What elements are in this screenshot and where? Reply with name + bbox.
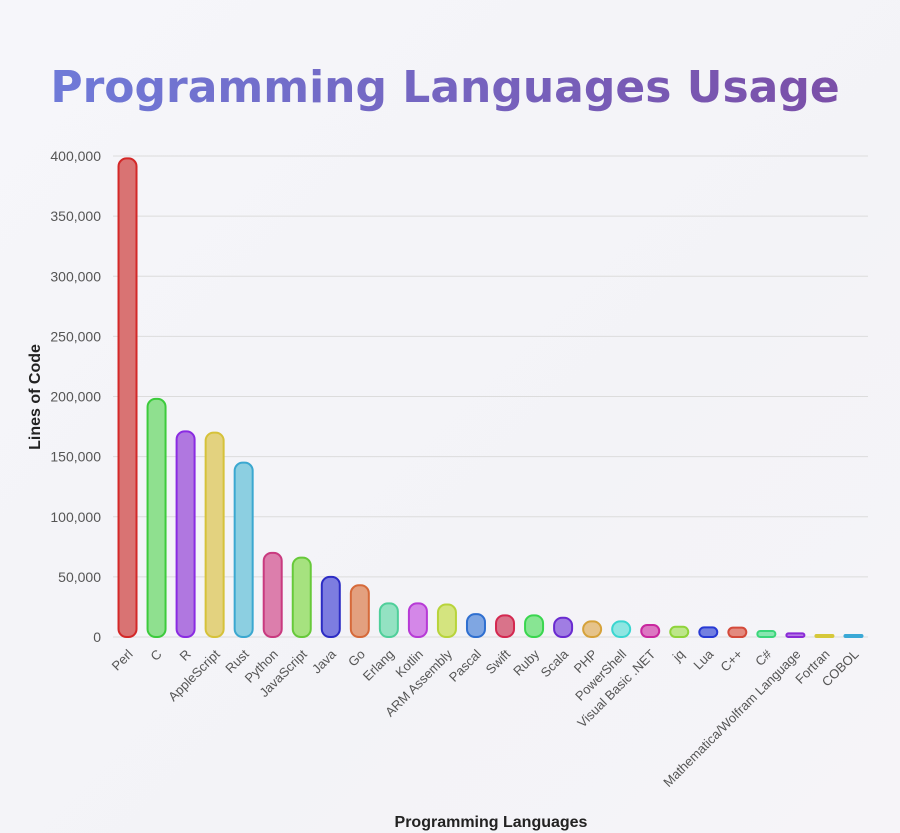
x-tick-label: Perl xyxy=(109,646,136,673)
bar-r xyxy=(175,430,196,638)
bar-arm-assembly xyxy=(436,603,457,638)
bar-cobol xyxy=(843,634,864,638)
y-tick-label: 150,000 xyxy=(50,449,101,465)
x-tick-label: Java xyxy=(309,646,340,677)
bar-scala xyxy=(553,616,574,639)
bar-applescript xyxy=(204,431,225,639)
bar-jq xyxy=(669,625,690,638)
bar-pascal xyxy=(465,613,486,639)
y-axis-ticks: 0 50,000 100,000 150,000 200,000 250,000 300,0… xyxy=(50,148,101,645)
y-tick-label: 100,000 xyxy=(50,509,101,525)
bar-perl xyxy=(117,157,138,638)
x-tick-label: Swift xyxy=(483,646,514,677)
y-tick-label: 300,000 xyxy=(50,268,101,284)
x-tick-label: Scala xyxy=(538,646,572,680)
y-tick-label: 400,000 xyxy=(50,148,101,164)
x-tick-label: C++ xyxy=(717,647,745,675)
bar-fortran xyxy=(814,634,835,638)
x-tick-label: R xyxy=(176,647,193,664)
x-tick-label: jq xyxy=(669,647,687,665)
x-tick-label: AppleScript xyxy=(165,646,223,704)
bar-javascript xyxy=(291,556,312,639)
bar-mathematica-wolfram-language xyxy=(785,632,806,639)
x-tick-label: Go xyxy=(345,647,368,670)
bar-c- xyxy=(756,629,777,638)
bar-ruby xyxy=(524,614,545,638)
y-tick-label: 250,000 xyxy=(50,328,101,344)
y-tick-label: 50,000 xyxy=(58,569,101,585)
x-tick-label: C# xyxy=(752,646,775,669)
x-tick-label: Lua xyxy=(690,646,716,672)
bar-php xyxy=(582,620,603,638)
gridlines xyxy=(113,155,868,638)
x-axis-label: Programming Languages xyxy=(395,814,588,831)
bar-kotlin xyxy=(407,602,428,639)
x-tick-label: C xyxy=(147,647,164,664)
x-tick-label: Pascal xyxy=(446,646,484,684)
x-tick-label: Erlang xyxy=(360,647,397,684)
bar-visual-basic-net xyxy=(640,623,661,638)
chart-title: Programming Languages Usage xyxy=(50,62,839,113)
bar-python xyxy=(262,551,283,639)
bar-c- xyxy=(727,626,748,638)
bar-c xyxy=(146,397,167,638)
y-tick-label: 0 xyxy=(93,629,101,645)
bar-powershell xyxy=(611,620,632,638)
bar-rust xyxy=(233,461,254,639)
y-tick-label: 350,000 xyxy=(50,208,101,224)
bar-go xyxy=(349,584,370,638)
bar-swift xyxy=(495,614,516,638)
x-tick-label: Ruby xyxy=(510,646,542,678)
bar-lua xyxy=(698,626,719,639)
bar-java xyxy=(320,575,341,638)
bar-erlang xyxy=(378,602,399,639)
y-axis-label: Lines of Code xyxy=(27,344,44,450)
y-tick-label: 200,000 xyxy=(50,389,101,405)
bars xyxy=(117,157,864,639)
